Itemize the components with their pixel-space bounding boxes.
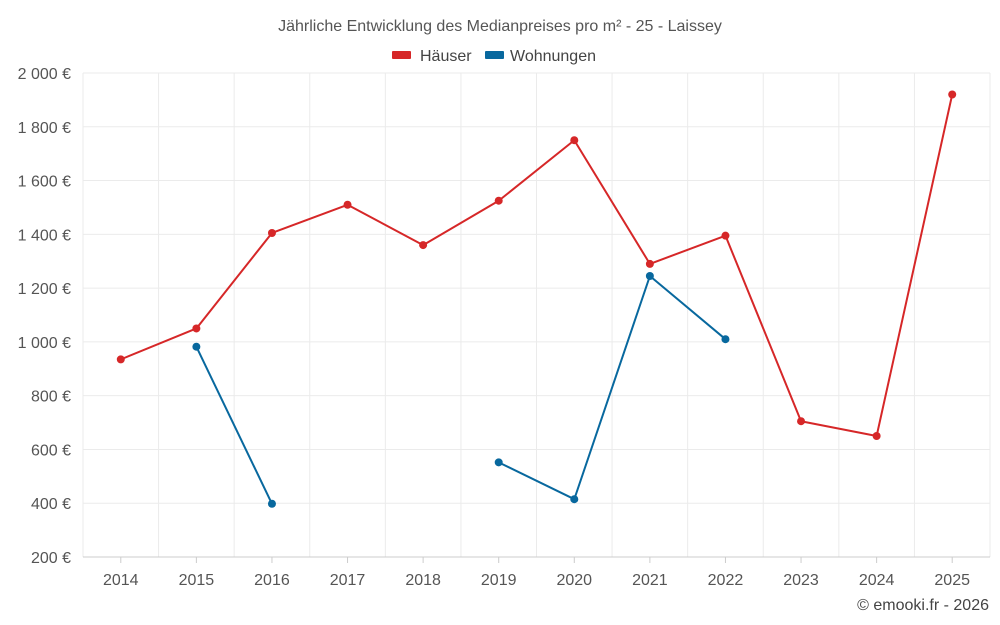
grid xyxy=(82,72,991,558)
y-tick-label: 200 € xyxy=(31,550,71,567)
legend-label-haeuser[interactable]: Häuser xyxy=(420,48,472,65)
axes: 200 € 400 € 600 € 800 € 1 000 € 1 200 € 1 400 … xyxy=(18,66,990,589)
y-tick-label: 1 000 € xyxy=(18,335,71,352)
data-point-haeuser-2019[interactable] xyxy=(494,196,503,205)
data-point-haeuser-2016[interactable] xyxy=(267,228,276,237)
x-tick-label: 2015 xyxy=(179,572,215,589)
data-point-haeuser-2014[interactable] xyxy=(116,355,125,364)
data-point-wohnungen-2020[interactable] xyxy=(570,495,579,504)
data-point-haeuser-2020[interactable] xyxy=(570,136,579,145)
chart-title: Jährliche Entwicklung des Medianpreises … xyxy=(278,18,722,35)
data-point-haeuser-2017[interactable] xyxy=(343,200,352,209)
legend-swatch-haeuser[interactable] xyxy=(392,51,411,59)
data-point-wohnungen-2015[interactable] xyxy=(192,342,201,351)
x-tick-label: 2022 xyxy=(708,572,744,589)
x-tick-label: 2017 xyxy=(330,572,366,589)
data-point-wohnungen-2016[interactable] xyxy=(267,499,276,508)
x-tick-label: 2016 xyxy=(254,572,290,589)
series-line-haeuser xyxy=(120,94,954,437)
data-point-haeuser-2021[interactable] xyxy=(645,259,654,268)
data-point-haeuser-2022[interactable] xyxy=(721,231,730,240)
legend: Häuser Wohnungen xyxy=(392,48,596,65)
x-tick-label: 2021 xyxy=(632,572,668,589)
x-tick-label: 2023 xyxy=(783,572,819,589)
legend-swatch-wohnungen[interactable] xyxy=(485,51,504,59)
legend-label-wohnungen[interactable]: Wohnungen xyxy=(510,48,596,65)
x-tick-label: 2014 xyxy=(103,572,139,589)
data-point-haeuser-2025[interactable] xyxy=(948,90,957,99)
credit-text: © emooki.fr - 2026 xyxy=(857,597,989,614)
x-tick-label: 2025 xyxy=(934,572,970,589)
y-tick-label: 400 € xyxy=(31,496,71,513)
y-tick-label: 800 € xyxy=(31,389,71,406)
y-tick-label: 600 € xyxy=(31,442,71,459)
data-point-haeuser-2018[interactable] xyxy=(419,241,428,250)
y-tick-label: 2 000 € xyxy=(18,66,71,83)
data-point-wohnungen-2021[interactable] xyxy=(645,272,654,281)
x-tick-label: 2019 xyxy=(481,572,517,589)
y-tick-label: 1 400 € xyxy=(18,227,71,244)
data-point-haeuser-2015[interactable] xyxy=(192,324,201,333)
data-point-haeuser-2024[interactable] xyxy=(872,432,881,440)
y-tick-label: 1 600 € xyxy=(18,174,71,191)
x-tick-label: 2024 xyxy=(859,572,895,589)
y-tick-label: 1 200 € xyxy=(18,281,71,298)
data-point-wohnungen-2019[interactable] xyxy=(494,458,503,467)
data-point-wohnungen-2022[interactable] xyxy=(721,335,730,344)
data-point-haeuser-2023[interactable] xyxy=(797,417,806,426)
x-tick-label: 2020 xyxy=(556,572,592,589)
series-layer xyxy=(116,90,957,508)
y-tick-label: 1 800 € xyxy=(18,120,71,137)
series-line-wohnungen xyxy=(498,275,727,501)
series-line-wohnungen xyxy=(195,346,273,505)
x-tick-label: 2018 xyxy=(405,572,441,589)
